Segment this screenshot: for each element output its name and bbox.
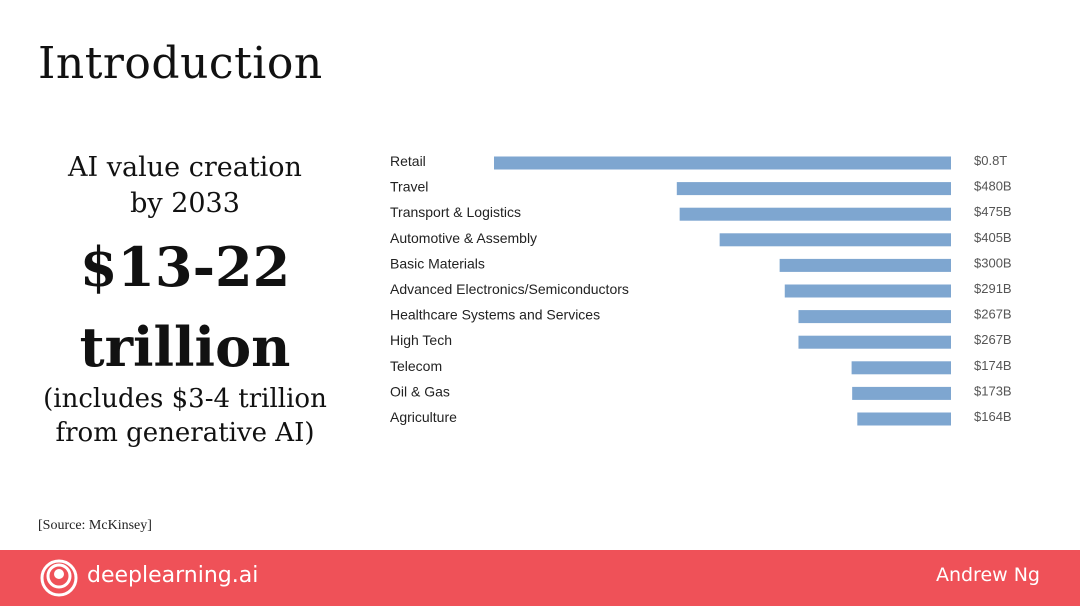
deeplearning-logo-icon — [40, 559, 78, 597]
category-label: Telecom — [390, 358, 442, 374]
category-label: Healthcare Systems and Services — [390, 307, 600, 323]
category-label: Advanced Electronics/Semiconductors — [390, 281, 629, 297]
bar — [798, 310, 951, 324]
value-label: $164B — [974, 409, 1012, 424]
brand-name: deeplearning.ai — [87, 563, 259, 588]
source-citation: [Source: McKinsey] — [38, 518, 152, 533]
bar — [798, 335, 951, 349]
value-label: $173B — [974, 383, 1012, 398]
value-label: $0.8T — [974, 153, 1007, 168]
subtitle-line-1: AI value creation — [68, 152, 302, 183]
bar — [676, 182, 951, 196]
slide-title: Introduction — [38, 38, 323, 89]
bar — [851, 361, 951, 375]
note-line-1: (includes $3-4 trillion — [43, 384, 327, 414]
bar — [857, 412, 951, 426]
bar — [779, 258, 951, 272]
category-label: Agriculture — [390, 409, 457, 425]
headline-unit: trillion — [79, 315, 291, 379]
note-line-2: from generative AI) — [55, 418, 315, 448]
category-label: Basic Materials — [390, 255, 485, 271]
bar — [679, 207, 951, 221]
subtitle-line-2: by 2033 — [130, 188, 240, 219]
footer-bar: deeplearning.ai Andrew Ng — [0, 550, 1080, 606]
category-label: Travel — [390, 179, 428, 195]
category-label: Retail — [390, 153, 426, 169]
author-name: Andrew Ng — [935, 564, 1040, 586]
bar — [852, 386, 951, 400]
value-label: $405B — [974, 230, 1012, 245]
value-label: $300B — [974, 255, 1012, 270]
value-label: $174B — [974, 358, 1012, 373]
value-label: $291B — [974, 281, 1012, 296]
headline-value: $13-22 — [79, 235, 291, 299]
category-label: Oil & Gas — [390, 383, 450, 399]
bar — [494, 156, 951, 170]
value-label: $475B — [974, 204, 1012, 219]
category-label: Transport & Logistics — [390, 204, 521, 220]
bar — [719, 233, 951, 247]
summary-panel: AI value creation by 2033 $13-22 trillio… — [30, 150, 340, 450]
bar — [784, 284, 951, 298]
value-bar-chart: Retail $0.8T Travel $480B Transport & Logist… — [390, 153, 1012, 426]
value-label: $267B — [974, 307, 1012, 322]
value-label: $267B — [974, 332, 1012, 347]
value-label: $480B — [974, 179, 1012, 194]
category-label: Automotive & Assembly — [390, 230, 537, 246]
category-label: High Tech — [390, 332, 452, 348]
